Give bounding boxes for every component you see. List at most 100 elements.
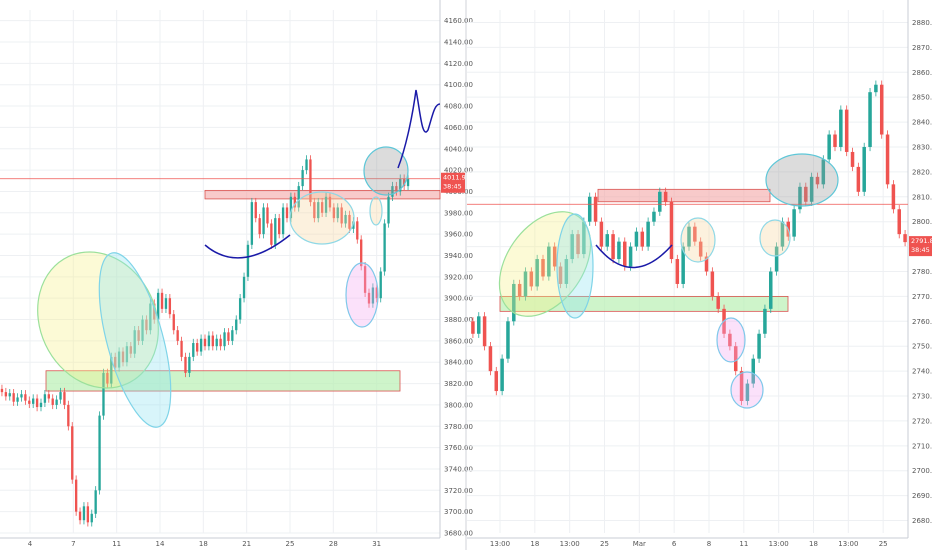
candle-body: [86, 506, 90, 523]
y-tick-label: 2700.0: [912, 467, 932, 475]
y-tick-label: 3780.00: [444, 423, 473, 431]
candle-body: [235, 319, 238, 331]
candle-body: [868, 92, 872, 147]
candle-body: [535, 259, 539, 287]
candle-body: [745, 383, 750, 402]
candle-body: [336, 207, 339, 219]
x-tick-label: 28: [329, 540, 338, 548]
candle-body: [698, 241, 703, 257]
last-price-value: 2791.8: [911, 237, 932, 245]
highlight-ellipse: [363, 146, 409, 196]
x-tick-label: 13:00: [490, 540, 510, 548]
candle-body: [769, 271, 773, 309]
last-price-value: 4011.90: [443, 174, 470, 182]
y-tick-label: 4140.00: [444, 39, 473, 47]
y-tick-label: 3820.00: [444, 380, 473, 388]
y-tick-label: 2830.0: [912, 143, 932, 151]
candle-body: [192, 343, 195, 357]
y-tick-label: 3960.00: [444, 231, 473, 239]
candle-body: [897, 209, 901, 235]
y-tick-label: 3700.00: [444, 508, 473, 516]
candle-body: [517, 283, 522, 297]
candle-body: [12, 393, 15, 402]
candle-body: [634, 231, 639, 247]
y-tick-label: 3880.00: [444, 316, 473, 324]
candle-body: [367, 292, 371, 304]
candle-body: [227, 332, 230, 341]
candle-body: [391, 186, 394, 197]
candle-body: [67, 404, 70, 427]
candle-body: [180, 340, 183, 357]
candle-body: [164, 298, 168, 309]
candle-body: [658, 191, 662, 212]
candle-body: [798, 186, 802, 210]
candle-body: [552, 246, 557, 267]
candle-body: [804, 186, 808, 202]
candle-body: [395, 186, 398, 192]
candle-body: [168, 298, 172, 315]
candle-body: [558, 266, 563, 284]
candle-body: [199, 338, 203, 352]
candle-body: [675, 259, 680, 284]
candle-body: [844, 109, 849, 152]
candle-body: [153, 303, 156, 320]
candle-body: [739, 371, 744, 402]
candle-body: [471, 321, 475, 334]
candle-body: [297, 186, 300, 208]
cup-pattern-curve: [204, 234, 291, 259]
candle-body: [184, 356, 187, 373]
y-tick-label: 3800.00: [444, 401, 473, 409]
y-tick-label: 3680.00: [444, 530, 473, 538]
highlight-ellipse: [680, 217, 716, 263]
candle-body: [285, 207, 289, 219]
candle-body: [891, 184, 896, 210]
candle-body: [874, 84, 878, 93]
candle-body: [582, 221, 586, 255]
candle-body: [63, 392, 66, 405]
cup-pattern-curve: [595, 244, 673, 269]
candle-body: [24, 394, 27, 401]
y-tick-label: 3720.00: [444, 487, 473, 495]
candle-body: [98, 415, 101, 491]
candle-body: [51, 398, 54, 405]
left-price-chart[interactable]: 4 7 11 14 18 21 25 28 31 4160.00 4140.00 4120.00 410…: [0, 0, 473, 548]
x-tick-label: 8: [707, 540, 711, 548]
y-tick-label: 2810.0: [912, 193, 932, 201]
candle-body: [274, 218, 277, 245]
candle-body: [94, 490, 97, 514]
y-tick-label: 2730.0: [912, 393, 932, 401]
candle-body: [512, 283, 516, 322]
candle-body: [605, 234, 609, 247]
candle-body: [43, 394, 47, 403]
candle-body: [356, 221, 359, 240]
candle-body: [344, 214, 347, 224]
candle-body: [250, 202, 254, 245]
candle-body: [733, 346, 738, 372]
candle-body: [815, 176, 820, 185]
x-tick-label: 25: [286, 540, 295, 548]
y-tick-label: 2750.0: [912, 343, 932, 351]
candle-body: [59, 392, 62, 400]
y-tick-label: 4040.00: [444, 145, 473, 153]
candle-body: [47, 394, 50, 399]
candle-body: [564, 259, 569, 284]
candle-body: [757, 333, 761, 359]
candle-body: [207, 335, 211, 347]
candle-body: [121, 351, 125, 363]
candle-body: [133, 330, 136, 354]
candle-body: [106, 372, 109, 384]
x-tick-label: 21: [242, 540, 251, 548]
y-tick-label: 2800.0: [912, 218, 932, 226]
candle-body: [320, 202, 324, 213]
candle-body: [623, 241, 627, 267]
x-tick-label: 13:00: [769, 540, 789, 548]
candle-body: [599, 221, 604, 247]
candle-body: [716, 296, 720, 309]
candle-body: [500, 358, 504, 392]
candle-body: [8, 393, 11, 397]
candle-body: [16, 397, 19, 402]
candle-body: [266, 207, 269, 224]
highlight-ellipse: [759, 219, 791, 257]
candle-body: [617, 241, 621, 260]
right-price-chart[interactable]: 13:00 18 13:00 25 Mar 6 8 11 13:00 18 13:00 25 2880.…: [467, 0, 932, 548]
